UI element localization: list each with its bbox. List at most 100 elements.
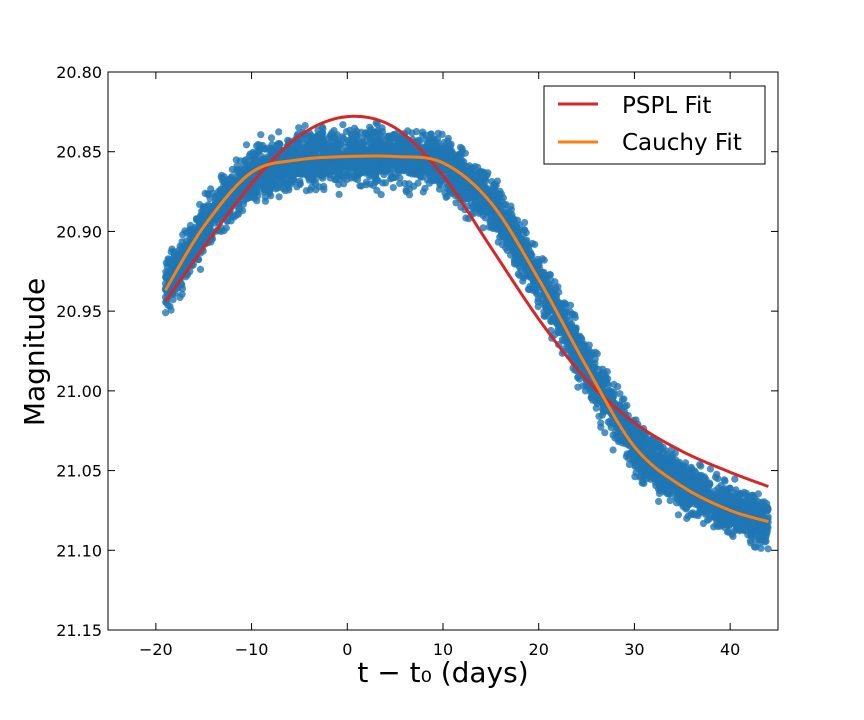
- scatter-point: [642, 448, 650, 456]
- scatter-point: [502, 200, 510, 209]
- scatter-point: [296, 179, 304, 188]
- scatter-point: [488, 186, 497, 194]
- scatter-point: [684, 469, 692, 477]
- scatter-point: [335, 190, 343, 198]
- scatter-point: [302, 144, 310, 152]
- scatter-point: [357, 144, 365, 152]
- scatter-point: [640, 440, 648, 448]
- scatter-point: [457, 151, 465, 159]
- scatter-point: [763, 506, 772, 514]
- scatter-point: [387, 144, 395, 152]
- scatter-point: [609, 393, 617, 401]
- scatter-point: [714, 484, 723, 492]
- scatter-point: [494, 238, 502, 246]
- scatter-point: [757, 531, 766, 540]
- scatter-point: [176, 293, 184, 301]
- scatter-point: [178, 249, 186, 257]
- scatter-point: [261, 193, 269, 201]
- scatter-point: [262, 185, 270, 193]
- scatter-point: [706, 465, 715, 473]
- scatter-point: [242, 141, 251, 149]
- scatter-point: [521, 219, 529, 227]
- scatter-point: [373, 120, 381, 128]
- scatter-point: [210, 216, 218, 224]
- scatter-point: [729, 532, 737, 541]
- scatter-point: [395, 169, 403, 177]
- scatter-point: [165, 267, 173, 275]
- scatter-point: [696, 461, 704, 469]
- scatter-point: [593, 350, 601, 358]
- scatter-point: [585, 341, 593, 349]
- scatter-point: [283, 179, 291, 187]
- scatter-point: [472, 191, 480, 199]
- scatter-point: [745, 507, 753, 515]
- scatter-point: [405, 143, 413, 151]
- scatter-point: [507, 243, 515, 251]
- scatter-point: [657, 454, 666, 462]
- scatter-point: [264, 144, 272, 152]
- scatter-point: [365, 147, 374, 155]
- scatter-point: [254, 140, 262, 149]
- scatter-point: [179, 231, 187, 239]
- scatter-point: [631, 462, 639, 470]
- scatter-point: [744, 531, 752, 539]
- scatter-point: [218, 171, 226, 179]
- scatter-point: [377, 191, 385, 199]
- scatter-point: [263, 153, 271, 161]
- scatter-point: [352, 162, 360, 170]
- scatter-point: [343, 175, 351, 184]
- scatter-point: [655, 497, 663, 505]
- scatter-point: [165, 259, 174, 267]
- scatter-point: [568, 310, 577, 318]
- scatter-point: [314, 166, 322, 174]
- scatter-point: [692, 484, 700, 492]
- scatter-point: [700, 475, 708, 483]
- scatter-point: [631, 473, 639, 481]
- scatter-point: [276, 173, 284, 181]
- scatter-point: [726, 492, 734, 500]
- scatter-point: [162, 309, 170, 317]
- scatter-point: [236, 157, 244, 165]
- scatter-point: [511, 249, 520, 257]
- scatter-point: [611, 434, 619, 442]
- scatter-point: [603, 377, 611, 385]
- scatter-point: [591, 364, 599, 372]
- scatter-point: [604, 418, 612, 426]
- scatter-point: [425, 148, 433, 156]
- scatter-point: [436, 149, 445, 157]
- scatter-point: [546, 283, 555, 292]
- scatter-point: [236, 167, 244, 175]
- scatter-point: [559, 309, 568, 317]
- scatter-point: [675, 497, 683, 505]
- scatter-point: [534, 303, 542, 311]
- scatter-point: [686, 492, 694, 500]
- scatter-point: [266, 173, 274, 181]
- scatter-point: [674, 511, 683, 519]
- scatter-point: [430, 175, 438, 183]
- scatter-point: [452, 199, 460, 207]
- scatter-point: [609, 446, 617, 454]
- scatter-point: [666, 497, 674, 505]
- scatter-point: [370, 169, 378, 177]
- scatter-point: [275, 193, 283, 201]
- scatter-point: [558, 336, 567, 344]
- scatter-point: [415, 136, 423, 144]
- scatter-point: [348, 140, 356, 148]
- scatter-point: [425, 179, 434, 187]
- scatter-point: [329, 158, 337, 166]
- scatter-point: [279, 161, 287, 169]
- scatter-point: [555, 288, 563, 296]
- scatter-point: [717, 519, 725, 527]
- scatter-point: [659, 478, 667, 486]
- scatter-point: [439, 165, 447, 174]
- scatter-point: [673, 472, 681, 480]
- scatter-point: [757, 544, 765, 552]
- scatter-point: [648, 450, 657, 458]
- scatter-point: [532, 283, 540, 291]
- scatter-point: [374, 141, 382, 149]
- scatter-point: [217, 193, 225, 201]
- scatter-point: [597, 398, 606, 406]
- scatter-point: [311, 134, 319, 142]
- scatter-point: [252, 156, 260, 165]
